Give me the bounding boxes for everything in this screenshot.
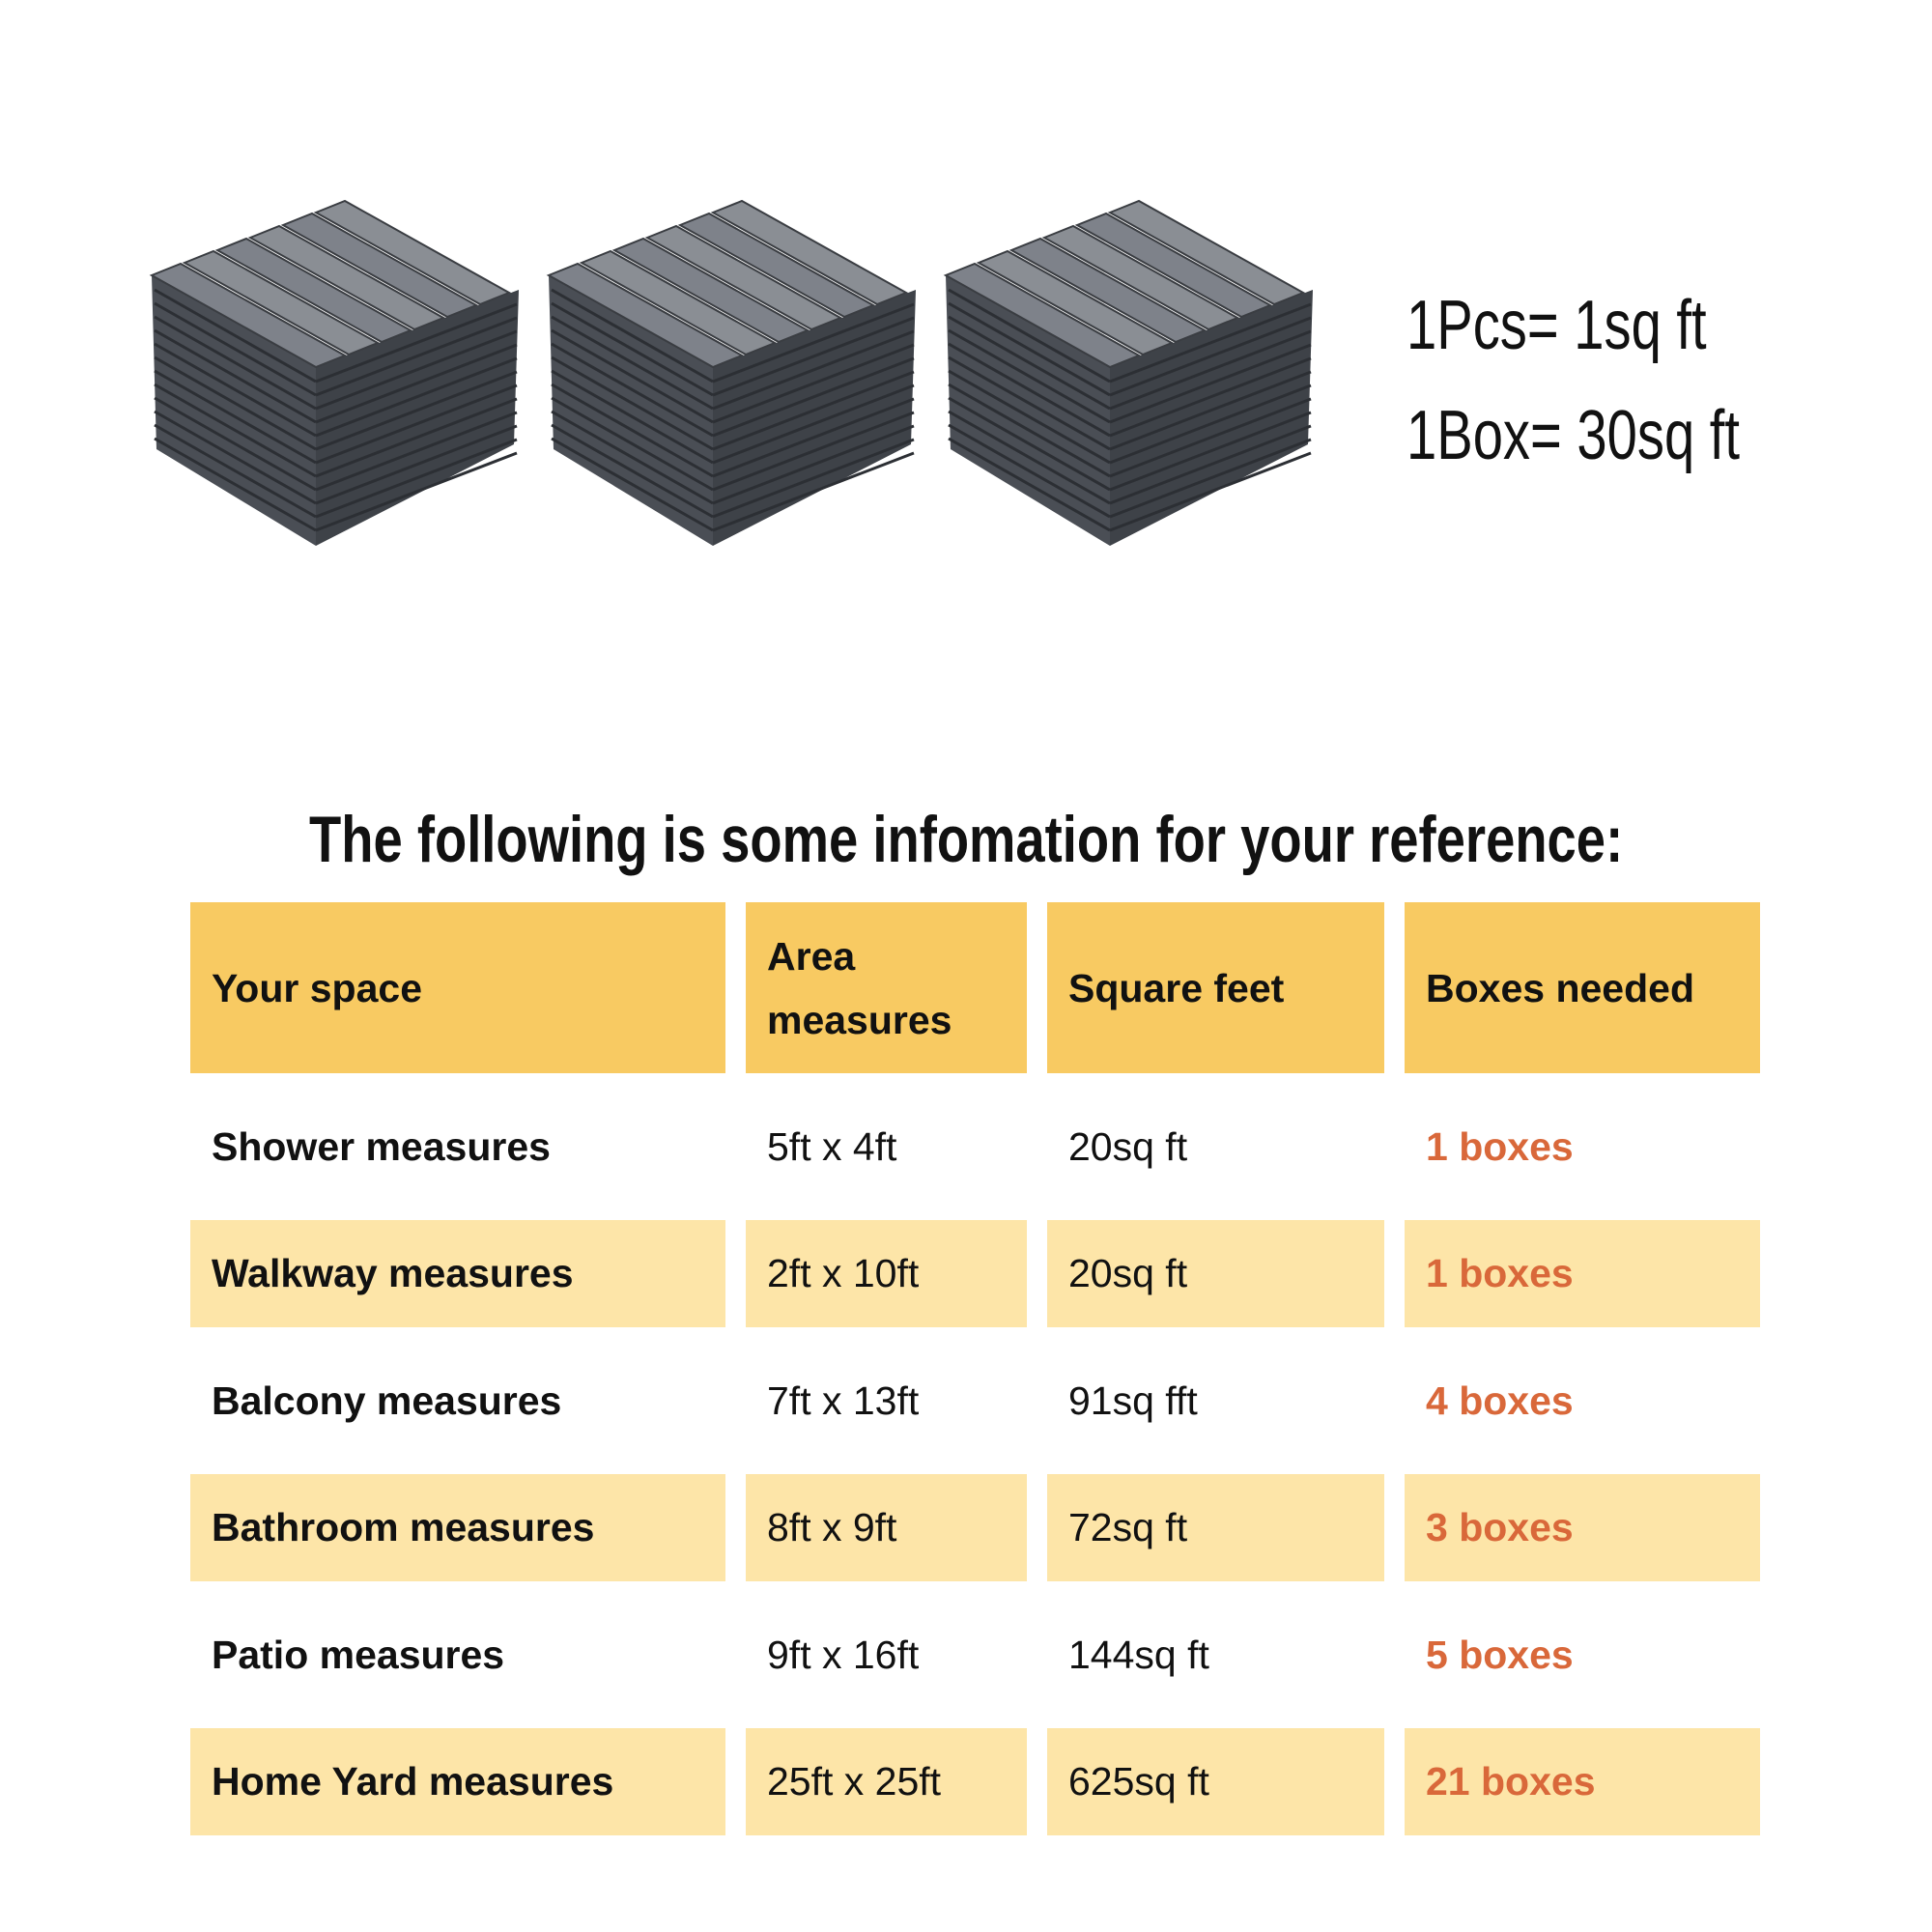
space-cell: Bathroom measures [190, 1474, 725, 1581]
boxes-cell: 21 boxes [1405, 1728, 1760, 1835]
space-cell-text: Patio measures [212, 1633, 505, 1677]
space-cell-text: Balcony measures [212, 1378, 562, 1423]
header-your-space-text: Your space [212, 965, 422, 1010]
sqft-cell-text: 20sq ft [1068, 1251, 1188, 1295]
boxes-cell-text: 21 boxes [1426, 1759, 1596, 1804]
area-cell-text: 5ft x 4ft [767, 1124, 897, 1169]
space-cell: Shower measures [190, 1094, 725, 1201]
sqft-cell: 625sq ft [1047, 1728, 1384, 1835]
sqft-cell: 72sq ft [1047, 1474, 1384, 1581]
space-cell-text: Home Yard measures [212, 1759, 614, 1804]
area-cell: 7ft x 13ft [746, 1348, 1027, 1455]
sqft-cell-text: 625sq ft [1068, 1759, 1209, 1804]
box-coverage: 1Box= 30sq ft [1406, 397, 1741, 474]
boxes-cell: 1 boxes [1405, 1094, 1760, 1201]
piece-coverage: 1Pcs= 1sq ft [1406, 287, 1707, 364]
header-boxes-needed: Boxes needed [1405, 902, 1760, 1073]
sqft-cell: 20sq ft [1047, 1220, 1384, 1327]
area-cell: 8ft x 9ft [746, 1474, 1027, 1581]
page-title: The following is some infomation for you… [308, 803, 1624, 876]
space-cell: Balcony measures [190, 1348, 725, 1455]
boxes-cell: 1 boxes [1405, 1220, 1760, 1327]
space-cell-text: Walkway measures [212, 1251, 574, 1295]
area-cell: 25ft x 25ft [746, 1728, 1027, 1835]
area-cell-text: 2ft x 10ft [767, 1251, 920, 1295]
header-area-measures-text: Area measures [767, 933, 952, 1042]
space-cell: Walkway measures [190, 1220, 725, 1327]
sqft-cell-text: 91sq fft [1068, 1378, 1198, 1423]
sqft-cell: 144sq ft [1047, 1602, 1384, 1709]
boxes-cell-text: 1 boxes [1426, 1251, 1574, 1295]
area-cell-text: 9ft x 16ft [767, 1633, 920, 1677]
boxes-cell: 5 boxes [1405, 1602, 1760, 1709]
boxes-cell: 3 boxes [1405, 1474, 1760, 1581]
space-cell: Patio measures [190, 1602, 725, 1709]
boxes-cell-text: 4 boxes [1426, 1378, 1574, 1423]
space-cell-text: Shower measures [212, 1124, 551, 1169]
sqft-cell: 20sq ft [1047, 1094, 1384, 1201]
area-cell-text: 7ft x 13ft [767, 1378, 920, 1423]
sqft-cell-text: 20sq ft [1068, 1124, 1188, 1169]
boxes-cell: 4 boxes [1405, 1348, 1760, 1455]
sqft-cell-text: 72sq ft [1068, 1505, 1188, 1549]
tile-stack [546, 199, 916, 546]
header-boxes-needed-text: Boxes needed [1426, 965, 1694, 1010]
area-cell: 2ft x 10ft [746, 1220, 1027, 1327]
tile-stack [943, 199, 1313, 546]
area-cell: 9ft x 16ft [746, 1602, 1027, 1709]
sqft-cell: 91sq fft [1047, 1348, 1384, 1455]
boxes-cell-text: 1 boxes [1426, 1124, 1574, 1169]
area-cell-text: 25ft x 25ft [767, 1759, 942, 1804]
header-square-feet-text: Square feet [1068, 965, 1285, 1010]
area-cell-text: 8ft x 9ft [767, 1505, 897, 1549]
space-cell-text: Bathroom measures [212, 1505, 595, 1549]
header-your-space: Your space [190, 902, 725, 1073]
sqft-cell-text: 144sq ft [1068, 1633, 1209, 1677]
boxes-cell-text: 5 boxes [1426, 1633, 1574, 1677]
tile-stack [149, 199, 519, 546]
header-square-feet: Square feet [1047, 902, 1384, 1073]
space-cell: Home Yard measures [190, 1728, 725, 1835]
boxes-cell-text: 3 boxes [1426, 1505, 1574, 1549]
header-area-measures: Area measures [746, 902, 1027, 1073]
area-cell: 5ft x 4ft [746, 1094, 1027, 1201]
